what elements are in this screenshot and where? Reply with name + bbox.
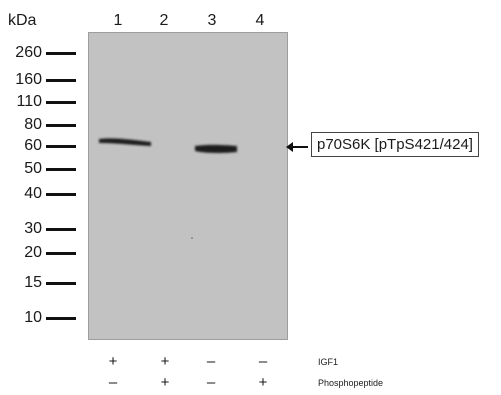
marker-label-160: 160 [15, 71, 42, 88]
marker-tick-110 [46, 101, 76, 104]
marker-tick-10 [46, 317, 76, 320]
lane-number-4: 4 [255, 12, 265, 29]
lane-number-1: 1 [113, 12, 123, 29]
band-label-box: p70S6K [pTpS421/424] [311, 132, 479, 157]
marker-label-110: 110 [16, 93, 42, 110]
phosphopeptide-sign-lane-4: + [258, 374, 268, 391]
marker-label-15: 15 [24, 274, 42, 291]
blot-image [99, 138, 237, 239]
membrane-speck [191, 237, 193, 239]
marker-tick-260 [46, 52, 76, 55]
marker-label-50: 50 [24, 160, 42, 177]
marker-label-80: 80 [24, 116, 42, 133]
marker-tick-30 [46, 228, 76, 231]
marker-label-40: 40 [24, 185, 42, 202]
kda-unit-label: kDa [8, 12, 37, 29]
marker-label-260: 260 [15, 44, 42, 61]
phosphopeptide-sign-lane-3: – [206, 374, 216, 391]
marker-tick-60 [46, 145, 76, 148]
blot-membrane [88, 32, 288, 340]
marker-tick-15 [46, 282, 76, 285]
band-lane-3 [195, 144, 237, 153]
igf1-sign-lane-4: – [258, 353, 268, 370]
treatment-label-igf1: IGF1 [318, 357, 339, 367]
marker-tick-160 [46, 79, 76, 82]
treatment-label-phosphopeptide: Phosphopeptide [318, 378, 384, 388]
marker-tick-50 [46, 168, 76, 171]
phosphopeptide-sign-lane-1: – [108, 374, 118, 391]
igf1-sign-lane-3: – [206, 353, 216, 370]
lane-number-2: 2 [159, 12, 169, 29]
lane-number-3: 3 [207, 12, 217, 29]
marker-tick-40 [46, 193, 76, 196]
marker-label-60: 60 [24, 137, 42, 154]
marker-tick-20 [46, 252, 76, 255]
band-arrow-icon [286, 142, 308, 152]
marker-tick-80 [46, 124, 76, 127]
marker-label-20: 20 [24, 244, 42, 261]
marker-label-10: 10 [24, 309, 42, 326]
phosphopeptide-sign-lane-2: + [160, 374, 170, 391]
marker-label-30: 30 [24, 220, 42, 237]
band-lane-1 [99, 138, 151, 146]
igf1-sign-lane-1: + [108, 353, 118, 370]
igf1-sign-lane-2: + [160, 353, 170, 370]
